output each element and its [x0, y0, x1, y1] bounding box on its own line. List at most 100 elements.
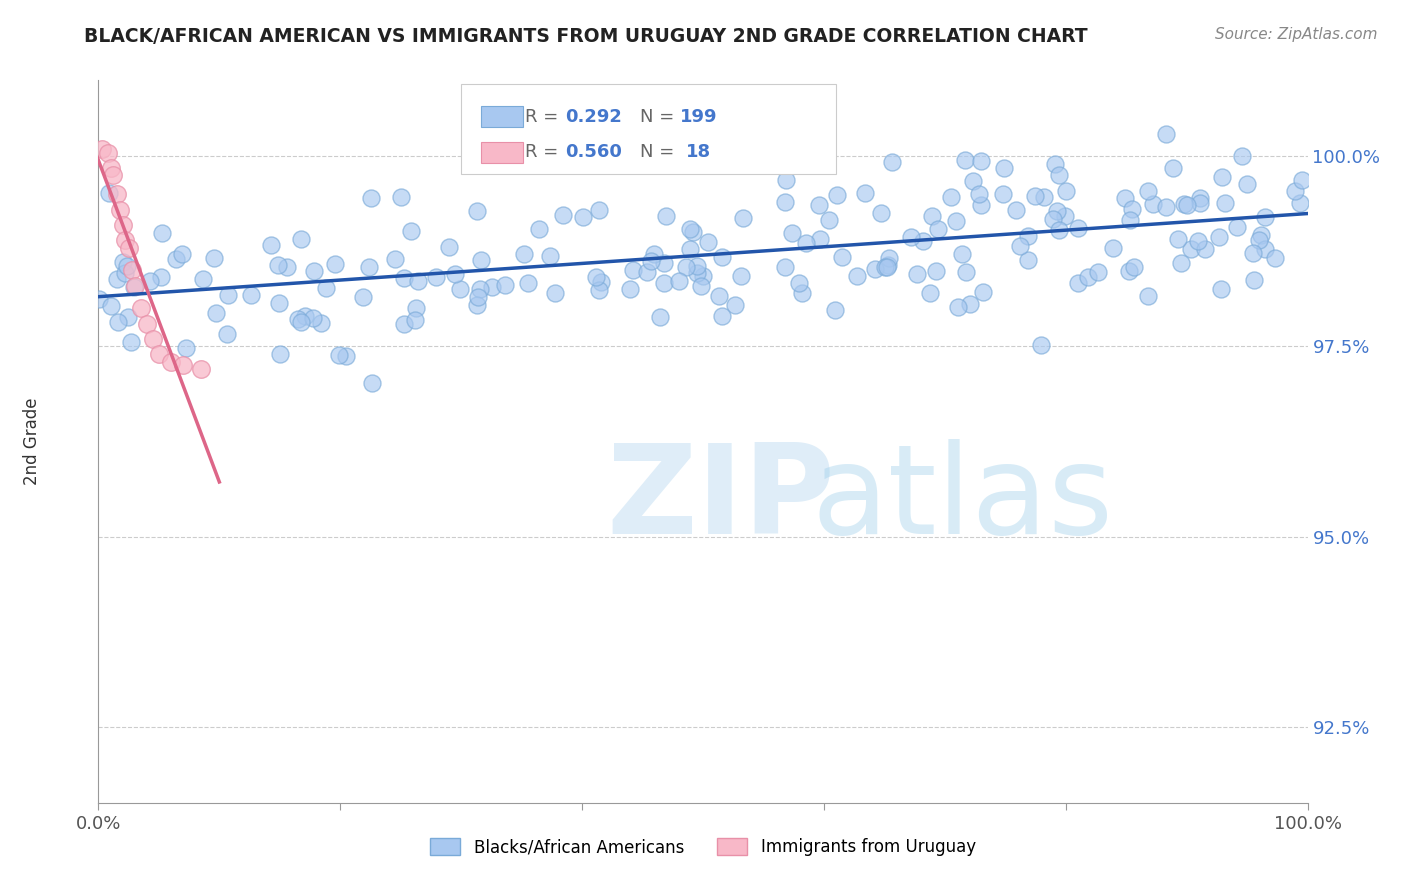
Point — [948, 300, 970, 314]
Point — [150, 269, 173, 284]
Point — [865, 262, 887, 277]
Point — [775, 172, 797, 186]
Point — [643, 247, 665, 261]
Point — [527, 222, 550, 236]
Point — [972, 285, 994, 300]
Point — [668, 274, 690, 288]
Point — [538, 249, 561, 263]
Point — [544, 285, 567, 300]
Point — [124, 278, 146, 293]
Point — [97, 186, 120, 200]
Point — [1118, 264, 1140, 278]
Point — [817, 213, 839, 227]
Point — [1101, 241, 1123, 255]
Point — [515, 145, 537, 160]
Point — [465, 204, 488, 219]
Point — [392, 318, 415, 332]
Text: N =: N = — [640, 108, 681, 126]
Point — [100, 299, 122, 313]
Point — [531, 157, 554, 171]
Point — [1029, 338, 1052, 352]
Point — [105, 272, 128, 286]
Point — [107, 315, 129, 329]
Point — [1161, 161, 1184, 175]
Point — [101, 169, 124, 183]
Point — [269, 296, 291, 310]
Point — [1284, 184, 1306, 198]
Point — [905, 268, 928, 282]
Point — [335, 349, 357, 363]
Point — [120, 334, 142, 349]
Point — [970, 154, 993, 169]
Point — [970, 198, 993, 212]
Point — [1247, 233, 1270, 247]
Point — [1189, 191, 1212, 205]
Point — [831, 250, 853, 264]
Point — [352, 290, 374, 304]
Point — [870, 205, 893, 219]
Point — [121, 263, 143, 277]
Point — [808, 232, 831, 246]
Point — [1243, 272, 1265, 286]
Text: Source: ZipAtlas.com: Source: ZipAtlas.com — [1215, 27, 1378, 42]
Point — [650, 310, 672, 324]
Point — [733, 211, 755, 225]
Point — [1175, 197, 1198, 211]
Point — [991, 186, 1014, 201]
Point — [111, 218, 134, 232]
Point — [807, 198, 830, 212]
Point — [900, 230, 922, 244]
Point — [406, 274, 429, 288]
Point — [405, 301, 427, 316]
Text: BLACK/AFRICAN AMERICAN VS IMMIGRANTS FROM URUGUAY 2ND GRADE CORRELATION CHART: BLACK/AFRICAN AMERICAN VS IMMIGRANTS FRO… — [84, 27, 1088, 45]
Point — [621, 263, 644, 277]
Point — [1241, 246, 1264, 260]
Point — [1047, 168, 1070, 182]
Point — [1188, 196, 1211, 211]
Point — [1264, 252, 1286, 266]
Point — [105, 187, 128, 202]
Text: N =: N = — [640, 144, 686, 161]
Point — [696, 235, 718, 249]
Point — [551, 208, 574, 222]
Point — [449, 283, 471, 297]
Point — [787, 276, 810, 290]
Point — [468, 282, 491, 296]
Point — [773, 195, 796, 210]
Point — [276, 260, 298, 274]
FancyBboxPatch shape — [461, 84, 837, 174]
Point — [1226, 219, 1249, 234]
Point — [959, 296, 981, 310]
Text: R =: R = — [526, 144, 564, 161]
Point — [690, 279, 713, 293]
FancyBboxPatch shape — [481, 142, 523, 162]
Point — [1043, 157, 1066, 171]
Point — [1046, 203, 1069, 218]
Point — [619, 283, 641, 297]
Point — [654, 256, 676, 270]
Point — [114, 233, 136, 247]
Point — [494, 278, 516, 293]
Point — [290, 315, 312, 329]
Point — [794, 235, 817, 250]
Point — [290, 232, 312, 246]
Point — [912, 234, 935, 248]
Point — [588, 202, 610, 217]
Point — [877, 259, 900, 273]
Point — [108, 202, 131, 217]
Point — [1136, 184, 1159, 198]
Point — [572, 211, 595, 225]
Point — [1211, 169, 1233, 184]
Point — [294, 309, 316, 323]
Point — [267, 258, 290, 272]
Point — [437, 240, 460, 254]
Text: R =: R = — [526, 108, 564, 126]
Point — [150, 226, 173, 240]
Point — [357, 260, 380, 274]
Point — [941, 190, 963, 204]
Text: 2nd Grade: 2nd Grade — [22, 398, 41, 485]
Point — [993, 161, 1015, 176]
Point — [1114, 191, 1136, 205]
Point — [301, 310, 323, 325]
Point — [217, 288, 239, 302]
